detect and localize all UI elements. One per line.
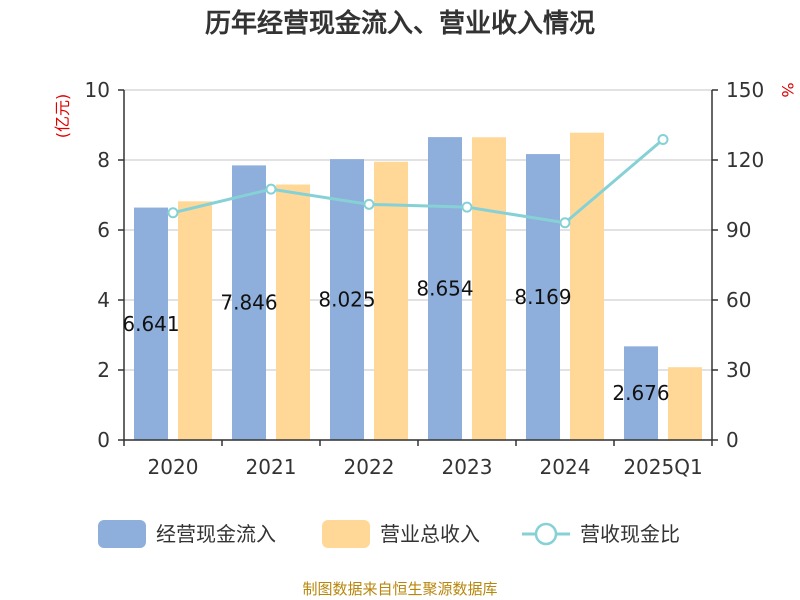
- legend-swatch: [322, 520, 370, 548]
- line-point: [657, 133, 669, 145]
- bar-cash-inflow: [134, 207, 168, 440]
- x-tick-label: 2020: [148, 455, 199, 479]
- line-point: [559, 217, 571, 229]
- y-right-tick-label: 120: [726, 148, 764, 172]
- bars: [134, 132, 702, 441]
- x-tick-label: 2022: [344, 455, 395, 479]
- y-left-tick-label: 4: [97, 288, 110, 312]
- axes: 0 2 4 6 8 10 0 30 60 90 120 150 2020 2021 2022 2023 2024…: [53, 78, 797, 479]
- bar-data-label: 8.169: [514, 285, 571, 309]
- data-labels: 6.641 7.846 8.025 8.654 8.169 2.676: [122, 277, 669, 406]
- legend-label: 经营现金流入: [156, 522, 276, 546]
- y-right-tick-label: 60: [726, 288, 751, 312]
- y-left-tick-label: 10: [85, 78, 110, 102]
- bar-data-label: 7.846: [220, 291, 277, 315]
- y-right-tick-label: 90: [726, 218, 751, 242]
- y-left-tick-label: 6: [97, 218, 110, 242]
- bar-revenue: [472, 137, 506, 440]
- y-left-tick-label: 0: [97, 428, 110, 452]
- y-right-tick-label: 0: [726, 428, 739, 452]
- bar-revenue: [374, 161, 408, 440]
- x-tick-label: 2023: [442, 455, 493, 479]
- ratio-line: [167, 133, 669, 229]
- line-point: [265, 183, 277, 195]
- bar-revenue: [276, 184, 310, 440]
- chart-title: 历年经营现金流入、营业收入情况: [205, 8, 595, 39]
- bar-data-label: 8.025: [318, 288, 375, 312]
- bar-cash-inflow: [232, 165, 266, 440]
- legend-marker: [534, 522, 558, 546]
- y-left-tick-label: 2: [97, 358, 110, 382]
- y-left-unit: (亿元): [53, 94, 72, 139]
- bar-cash-inflow: [624, 346, 658, 440]
- y-right-unit: %: [778, 82, 797, 97]
- bar-revenue: [668, 367, 702, 440]
- line-point: [363, 198, 375, 210]
- bar-data-label: 6.641: [122, 312, 179, 336]
- legend-label: 营收现金比: [580, 522, 680, 546]
- legend-swatch: [98, 520, 146, 548]
- y-left-tick-label: 8: [97, 148, 110, 172]
- y-right-tick-label: 30: [726, 358, 751, 382]
- legend: 经营现金流入 营业总收入 营收现金比: [98, 520, 680, 548]
- x-tick-label: 2021: [246, 455, 297, 479]
- bar-data-label: 2.676: [612, 381, 669, 405]
- legend-label: 营业总收入: [380, 522, 480, 546]
- bar-revenue: [570, 132, 604, 440]
- y-right-tick-label: 150: [726, 78, 764, 102]
- bar-revenue: [178, 201, 212, 440]
- line-point: [461, 201, 473, 213]
- source-note: 制图数据来自恒生聚源数据库: [302, 580, 497, 598]
- bar-cash-inflow: [428, 137, 462, 441]
- bar-cash-inflow: [526, 154, 560, 440]
- line-point: [167, 207, 179, 219]
- bar-data-label: 8.654: [416, 277, 473, 301]
- x-tick-label: 2025Q1: [623, 455, 702, 479]
- x-tick-label: 2024: [540, 455, 591, 479]
- bar-cash-inflow: [330, 159, 364, 440]
- line-ratio-path: [172, 138, 664, 225]
